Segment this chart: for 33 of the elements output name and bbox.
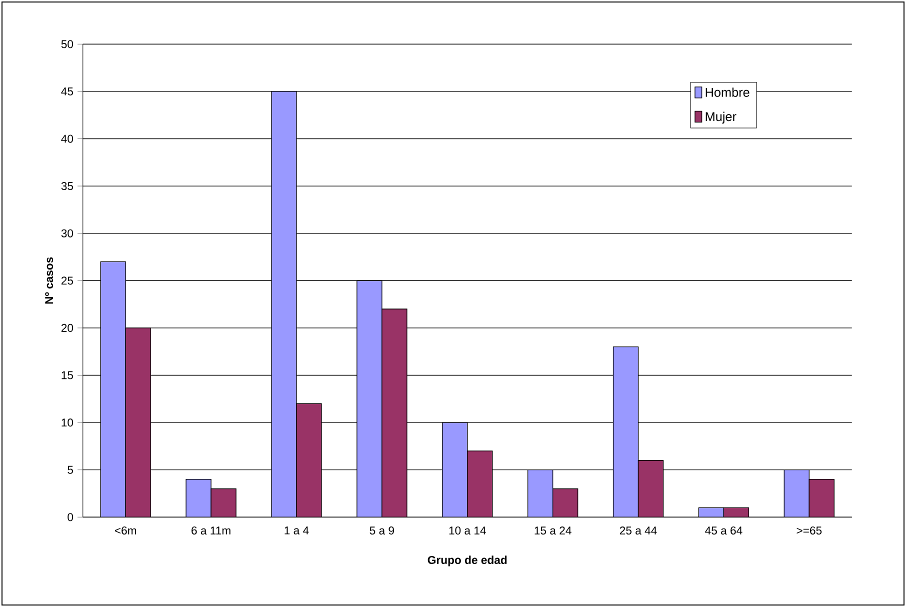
x-tick-label: 15 a 24 (534, 526, 572, 535)
bar (612, 346, 639, 518)
x-tick-label: 25 a 44 (620, 526, 657, 535)
y-axis-title: Nº casos (45, 257, 54, 304)
x-tick-label: 6 a 11m (192, 526, 230, 535)
bar (271, 91, 297, 518)
y-tick-label: 50 (61, 40, 74, 48)
legend-label: Mujer (706, 112, 736, 124)
x-tick-label: <6m (114, 526, 136, 535)
bar (356, 280, 382, 518)
bar (527, 470, 554, 518)
y-tick-label: 10 (62, 418, 74, 427)
y-tick-label: 40 (61, 134, 74, 143)
y-tick-label: 45 (61, 87, 74, 96)
x-tick-label: 10 a 14 (449, 526, 486, 535)
y-tick-label: 15 (62, 371, 74, 380)
x-tick-label: 5 a 9 (370, 526, 394, 535)
y-tick-label: 35 (61, 182, 74, 190)
bar (186, 478, 212, 518)
y-tick-label: 25 (61, 276, 74, 285)
x-tick-label: >=65 (796, 526, 822, 535)
y-tick-label: 0 (68, 513, 74, 522)
bar (698, 508, 724, 518)
bar (100, 261, 126, 518)
bar (442, 422, 468, 518)
legend-label: Hombre (706, 88, 750, 97)
x-tick-label: 1 a 4 (284, 526, 309, 534)
x-tick-label: 45 a 64 (705, 526, 742, 535)
y-tick-label: 5 (68, 466, 74, 474)
x-axis-title: Grupo de edad (428, 556, 507, 566)
bar (784, 470, 810, 518)
y-tick-label: 20 (61, 324, 74, 332)
y-tick-label: 30 (61, 229, 74, 238)
